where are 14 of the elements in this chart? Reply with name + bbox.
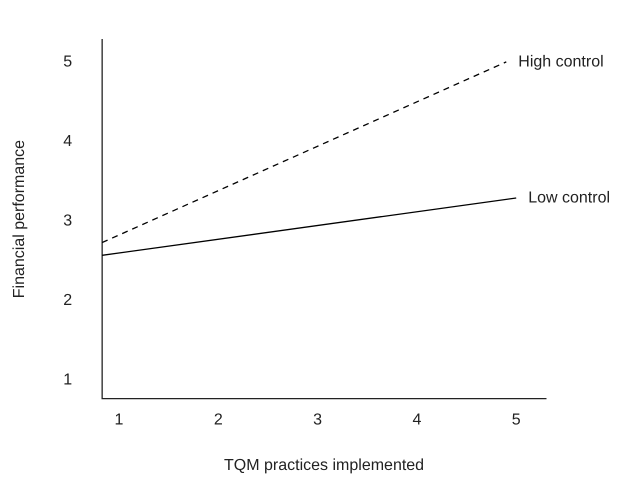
x-tick-label: 4 xyxy=(412,412,422,429)
x-tick-label: 1 xyxy=(114,412,124,429)
y-tick-label: 4 xyxy=(63,132,72,150)
x-tick-label: 3 xyxy=(313,412,322,429)
x-tick-label: 5 xyxy=(512,412,521,429)
x-tick-label: 2 xyxy=(214,412,223,429)
y-tick-label: 5 xyxy=(63,53,72,70)
y-tick-label: 2 xyxy=(63,292,72,310)
y-tick-label: 3 xyxy=(63,212,72,230)
x-axis-title: TQM practices implemented xyxy=(224,456,424,474)
series-label: Low control xyxy=(528,189,610,206)
y-tick-label: 1 xyxy=(63,372,72,389)
series-label: High control xyxy=(518,53,604,70)
y-axis-title: Financial performance xyxy=(11,140,28,298)
